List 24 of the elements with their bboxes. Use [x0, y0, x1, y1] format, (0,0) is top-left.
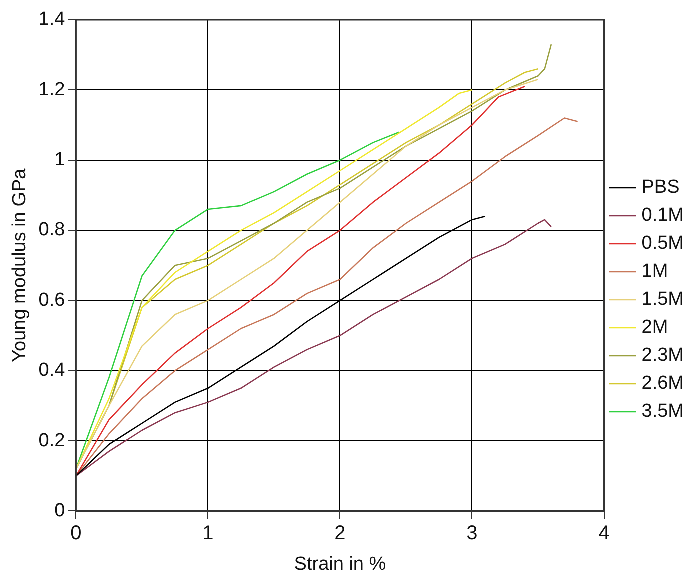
y-tick-label: 0: [54, 500, 66, 522]
x-axis-title: Strain in %: [294, 554, 386, 575]
y-axis-title: Young modulus in GPa: [10, 168, 31, 362]
legend-label: 0.1M: [642, 205, 684, 226]
y-tick-label: 0.8: [38, 220, 66, 241]
legend-label: 0.5M: [642, 233, 684, 254]
legend-label: 3.5M: [642, 401, 684, 422]
x-tick-label: 0: [70, 522, 82, 545]
legend-label: 1M: [642, 261, 668, 282]
legend-label: 1.5M: [642, 289, 684, 310]
y-tick-label: 1.2: [38, 79, 66, 100]
legend-label: 2M: [642, 317, 668, 338]
y-tick-label: 0.6: [38, 290, 66, 311]
x-tick-label: 4: [598, 522, 610, 545]
x-tick-label: 1: [202, 522, 214, 545]
y-tick-label: 0.4: [38, 360, 66, 382]
x-tick-label: 3: [466, 522, 478, 545]
legend-label: PBS: [642, 177, 680, 198]
y-tick-label: 1: [54, 150, 66, 171]
x-tick-label: 2: [334, 522, 346, 545]
legend-label: 2.6M: [642, 373, 684, 394]
y-tick-label: 0.2: [38, 430, 66, 452]
y-tick-label: 1.4: [38, 9, 66, 30]
legend-label: 2.3M: [642, 345, 684, 366]
